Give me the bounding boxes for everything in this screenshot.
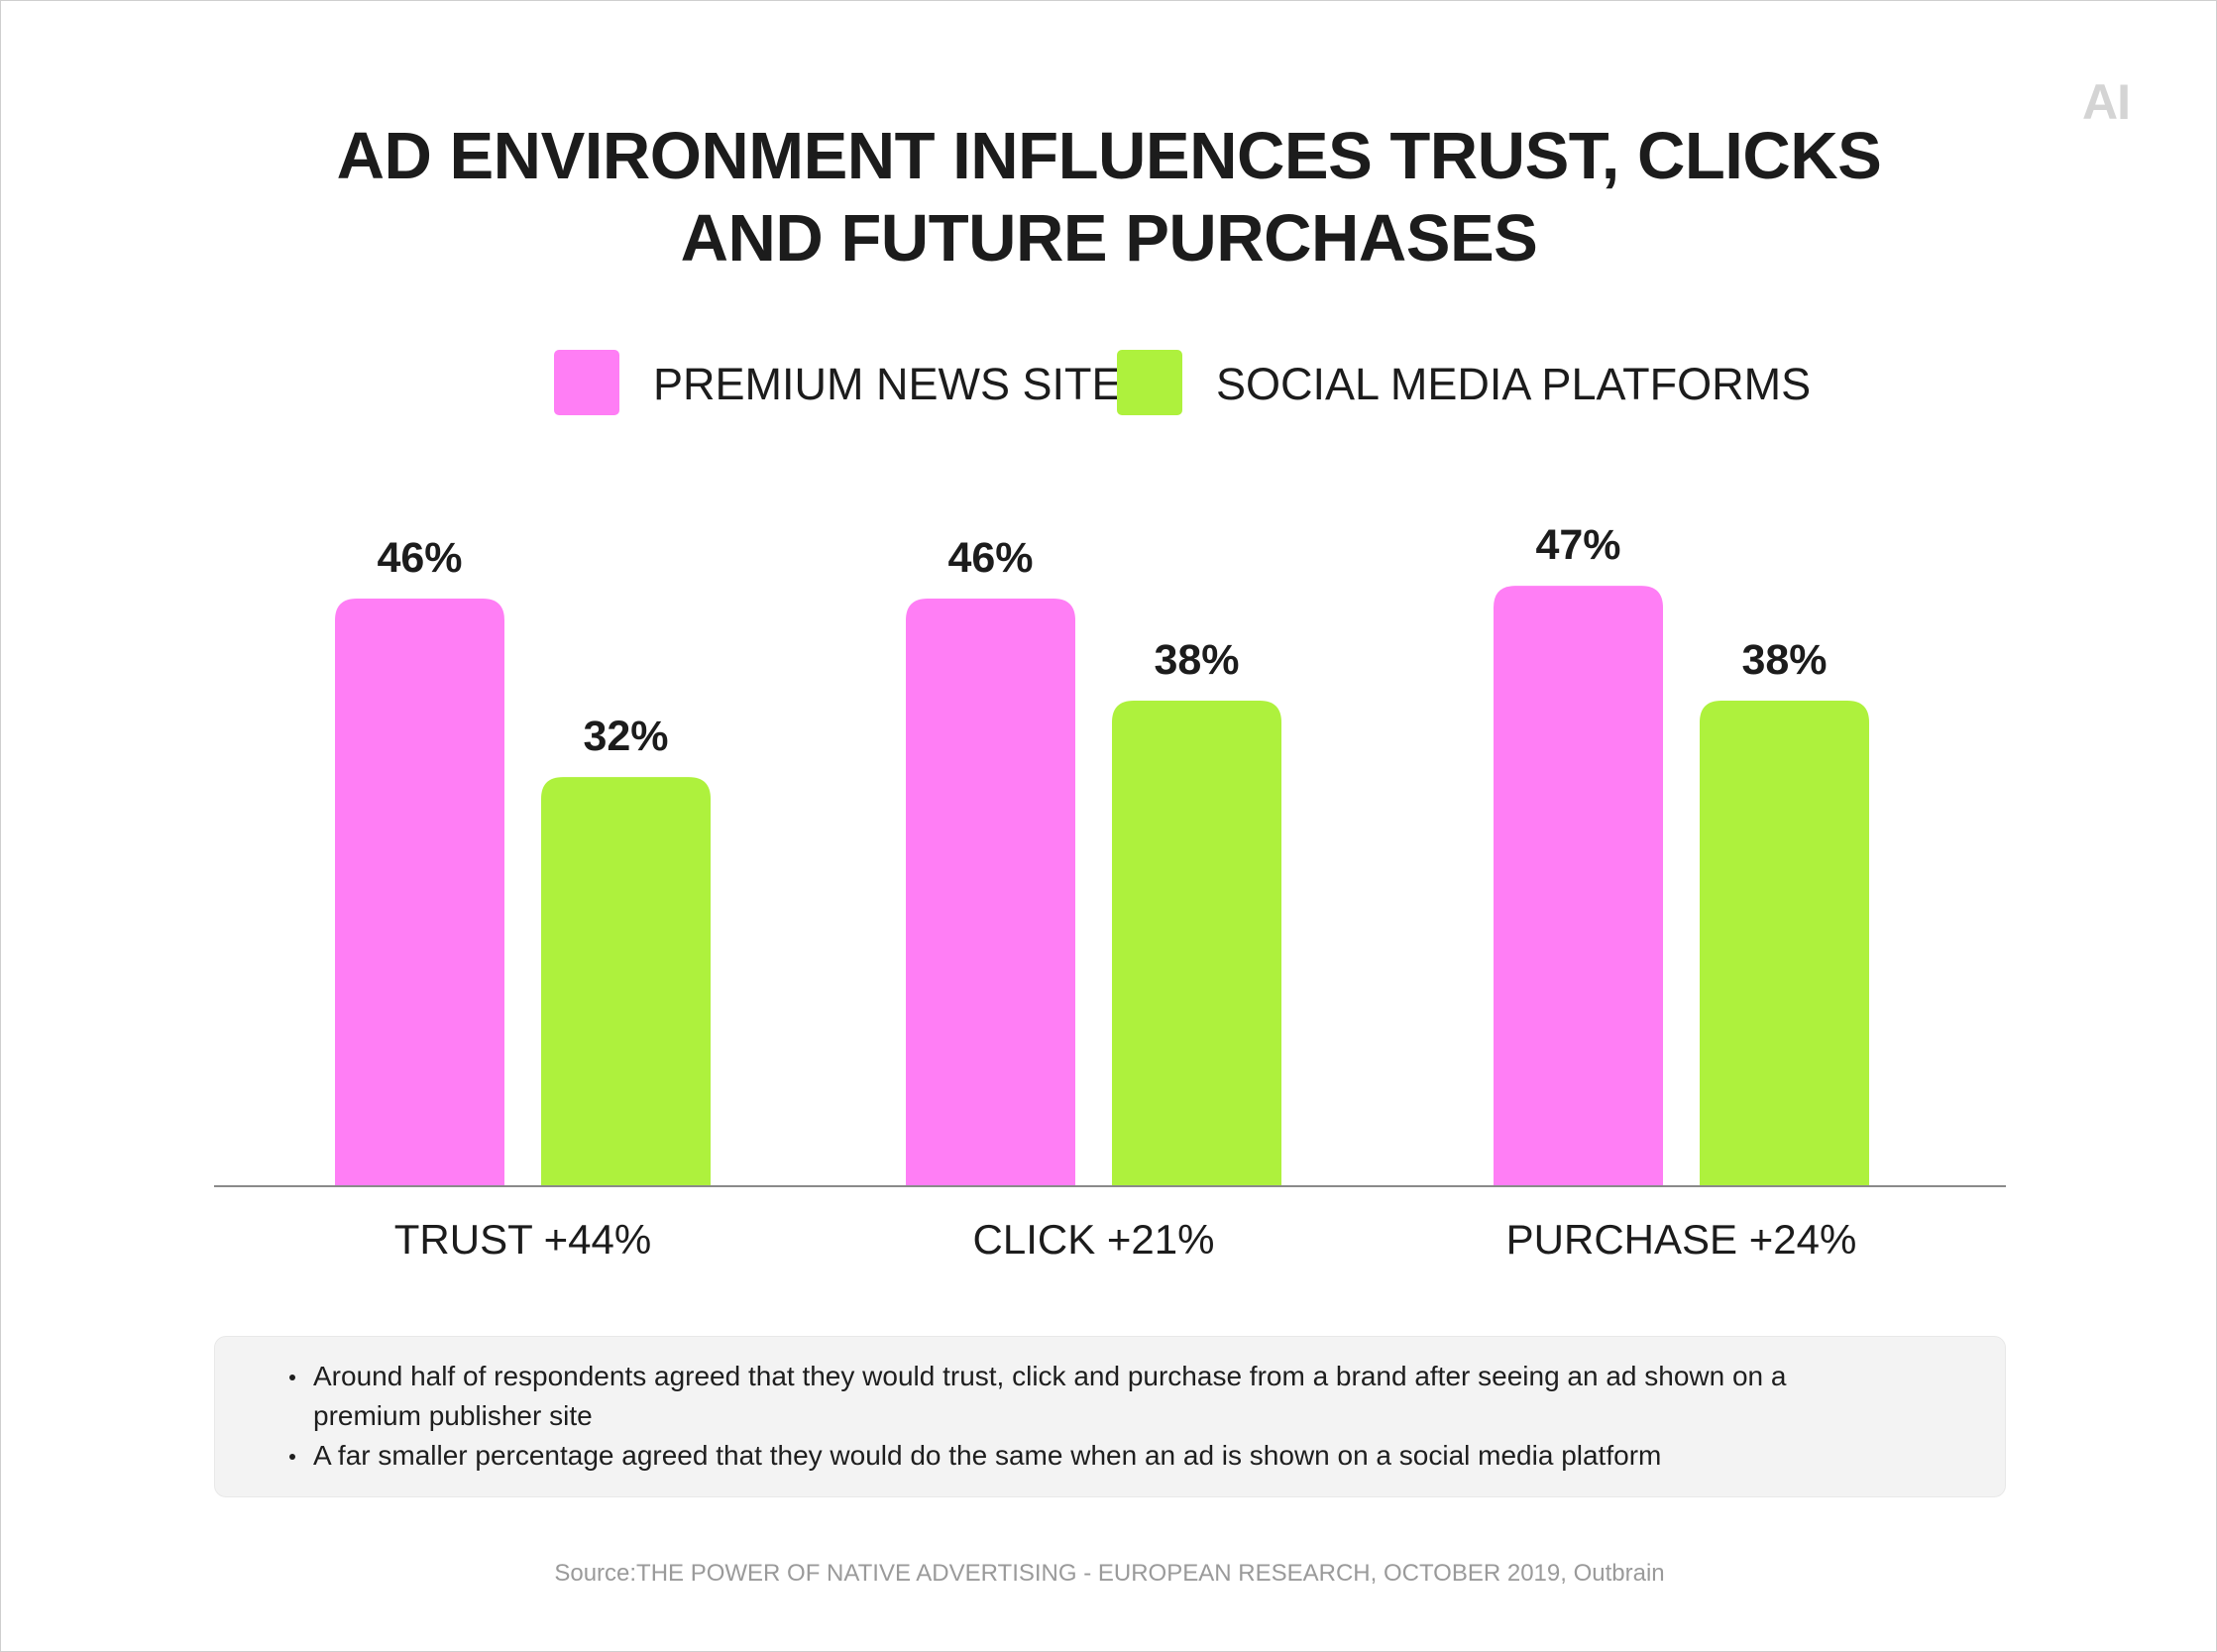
- x-category-label: PURCHASE +24%: [1506, 1216, 1857, 1263]
- bar-premium-news-2: [906, 599, 1075, 1185]
- bar-value-label: 47%: [1535, 521, 1620, 569]
- chart-title: AD ENVIRONMENT INFLUENCES TRUST, CLICKS …: [217, 115, 2001, 279]
- chart-title-line-1: AD ENVIRONMENT INFLUENCES TRUST, CLICKS: [336, 119, 1882, 193]
- x-category-label: CLICK +21%: [973, 1216, 1215, 1263]
- bar-value-label: 38%: [1741, 636, 1827, 684]
- legend-label-social-media: SOCIAL MEDIA PLATFORMS: [1216, 359, 1812, 409]
- chart-title-line-2: AND FUTURE PURCHASES: [680, 201, 1538, 275]
- bar-value-label: 32%: [583, 713, 668, 760]
- source-citation: Source:THE POWER OF NATIVE ADVERTISING -…: [554, 1560, 1665, 1587]
- legend-swatch-premium-news: [554, 350, 619, 415]
- bar-social-media-1: [541, 777, 711, 1185]
- bar-social-media-3: [1700, 700, 1869, 1185]
- legend-swatch-social-media: [1117, 350, 1182, 415]
- note-item: A far smaller percentage agreed that the…: [289, 1436, 2005, 1476]
- bar-social-media-2: [1112, 700, 1281, 1185]
- bar-value-label: 46%: [377, 534, 462, 582]
- notes-box: Around half of respondents agreed that t…: [214, 1336, 2006, 1497]
- notes-list: Around half of respondents agreed that t…: [215, 1337, 2005, 1476]
- brand-logo: AI: [2082, 74, 2131, 130]
- bar-premium-news-1: [335, 599, 504, 1185]
- x-category-label: TRUST +44%: [394, 1216, 652, 1263]
- bar-value-label: 46%: [947, 534, 1033, 582]
- note-item: Around half of respondents agreed that t…: [289, 1357, 2005, 1436]
- bar-chart: 46% 32% TRUST +44% 46% 38% CLICK +21% 47% 38% PU…: [214, 521, 2006, 1263]
- bar-value-label: 38%: [1154, 636, 1239, 684]
- legend-label-premium-news: PREMIUM NEWS SITES: [653, 359, 1152, 409]
- bar-premium-news-3: [1494, 586, 1663, 1185]
